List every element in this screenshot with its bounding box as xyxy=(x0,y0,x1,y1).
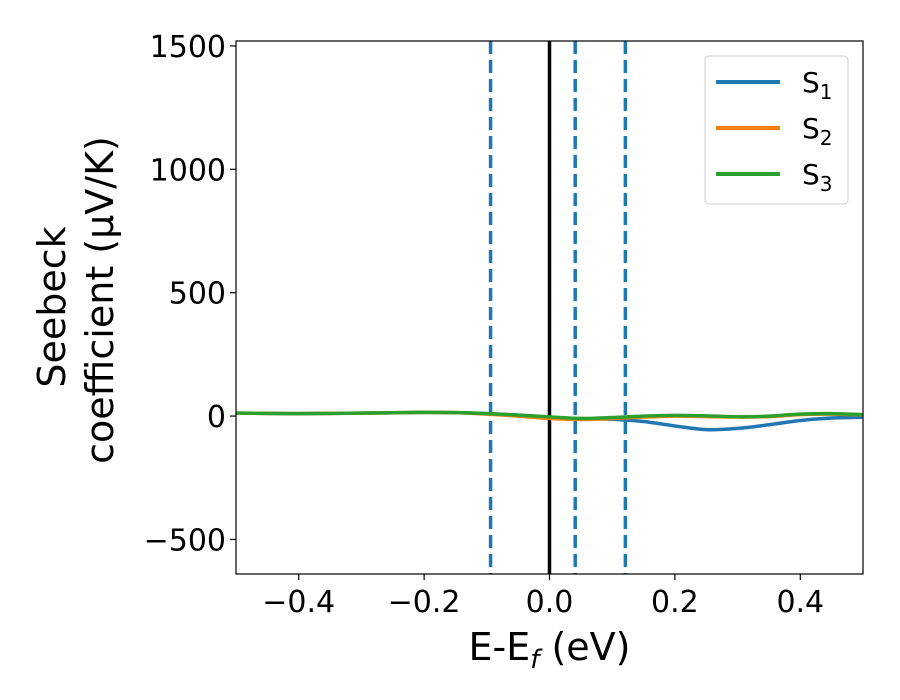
x-tick-label: 0.2 xyxy=(651,585,699,620)
x-tick-label: 0.4 xyxy=(776,585,824,620)
y-axis-ticks: −500 0 500 1000 1500 xyxy=(144,30,236,558)
y-tick-label: 0 xyxy=(207,400,226,435)
y-tick-label: 1000 xyxy=(150,153,226,188)
legend-label-s2: S2 xyxy=(802,112,833,150)
legend-label-s1: S1 xyxy=(802,66,833,104)
x-tick-label: −0.2 xyxy=(388,585,461,620)
series-lines xyxy=(236,410,863,432)
x-tick-label: −0.4 xyxy=(262,585,335,620)
y-axis-label-line2: coefficient (μV/K) xyxy=(78,136,122,464)
x-tick-label: 0.0 xyxy=(526,585,574,620)
legend: S1 S2 S3 xyxy=(704,55,849,205)
x-axis-ticks: −0.4 −0.2 0.0 0.2 0.4 xyxy=(262,574,824,620)
series-line-s3 xyxy=(236,410,863,421)
vertical-lines xyxy=(488,41,628,574)
y-tick-label: −500 xyxy=(144,523,226,558)
y-tick-label: 500 xyxy=(169,277,226,312)
y-tick-label: 1500 xyxy=(150,30,226,65)
y-axis-label-line1: Seebeck xyxy=(30,226,74,387)
x-axis-label: E-Ef (eV) xyxy=(469,625,631,675)
legend-label-s3: S3 xyxy=(802,158,833,196)
